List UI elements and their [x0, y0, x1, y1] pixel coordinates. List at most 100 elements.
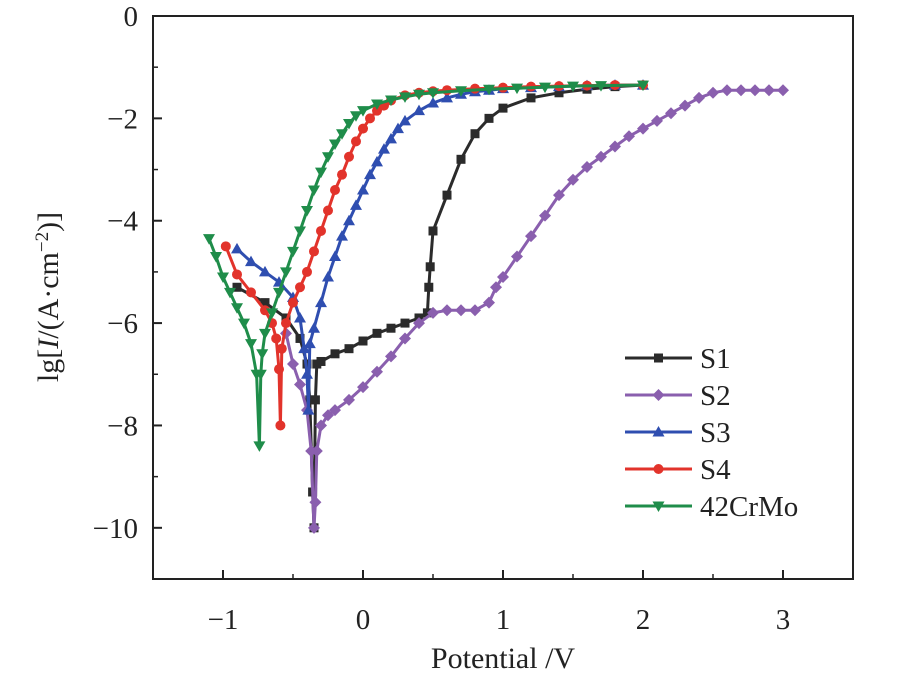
data-point-42crmo [301, 205, 313, 217]
data-point-s1 [316, 356, 326, 366]
data-point-s2 [525, 230, 537, 243]
data-point-s1 [425, 262, 435, 272]
data-point-s2 [427, 306, 439, 319]
legend-swatch-marker [652, 501, 665, 512]
data-point-s1 [358, 336, 368, 346]
data-point-s1 [456, 154, 466, 164]
data-point-42crmo [539, 82, 551, 94]
legend-label: S2 [700, 380, 731, 412]
legend-item-s1: S1 [625, 343, 731, 375]
series-line-42crmo [207, 83, 644, 448]
y-tick-label: −8 [107, 410, 138, 442]
data-point-s1 [442, 190, 452, 200]
data-point-s2 [308, 521, 320, 534]
data-point-s2 [721, 84, 733, 97]
data-point-42crmo [595, 81, 607, 92]
data-point-42crmo [256, 349, 269, 360]
data-point-s4 [271, 333, 282, 344]
data-point-s4 [316, 225, 326, 236]
data-point-s1 [310, 395, 320, 405]
data-point-s3 [399, 114, 411, 126]
data-point-s3 [259, 265, 271, 277]
data-point-s2 [777, 84, 789, 97]
legend-swatch-marker [653, 464, 664, 474]
data-point-s1 [281, 313, 291, 323]
data-point-s3 [294, 311, 306, 323]
data-point-42crmo [322, 152, 334, 163]
data-point-s4 [323, 205, 333, 216]
data-point-s1 [400, 318, 410, 328]
y-axis [153, 15, 162, 580]
data-point-42crmo [637, 80, 649, 92]
data-point-42crmo [413, 89, 425, 101]
data-point-s3 [343, 214, 355, 226]
data-point-s2 [637, 122, 649, 135]
data-point-s1 [372, 328, 382, 338]
data-point-s2 [441, 304, 453, 317]
data-point-42crmo [224, 287, 236, 299]
data-point-s3 [302, 404, 315, 415]
data-point-s2 [413, 317, 425, 330]
series-s1 [232, 80, 648, 533]
y-tick-label: −2 [107, 103, 138, 135]
data-point-s3 [427, 97, 439, 108]
data-point-s1 [232, 282, 242, 292]
data-point-s2 [567, 173, 579, 186]
data-point-42crmo [511, 83, 523, 95]
legend-item-s2: S2 [625, 380, 731, 412]
data-point-s2 [749, 84, 761, 97]
data-point-s2 [287, 358, 299, 371]
y-axis-title: lg[I/(A·cm−2)] [32, 212, 65, 382]
data-point-s1 [498, 103, 508, 113]
data-point-s2 [581, 160, 593, 173]
legend-swatch-marker [652, 426, 665, 437]
data-point-s4 [344, 151, 354, 162]
data-point-s2 [693, 91, 705, 104]
data-point-42crmo [343, 118, 355, 130]
data-point-s4 [260, 305, 270, 316]
data-point-s4 [358, 123, 368, 134]
data-point-42crmo [217, 272, 229, 284]
data-point-s4 [246, 287, 256, 298]
data-point-42crmo [210, 252, 222, 263]
legend-item-42crmo: 42CrMo [625, 491, 798, 523]
data-point-42crmo [427, 88, 439, 99]
data-point-s3 [357, 184, 369, 195]
data-point-42crmo [245, 339, 257, 350]
x-tick-label: −1 [208, 604, 239, 636]
series-s2 [280, 84, 789, 534]
legend-swatch-marker [654, 353, 663, 363]
data-point-42crmo [259, 328, 271, 340]
data-point-s4 [365, 113, 375, 124]
data-point-s3 [303, 337, 316, 349]
data-point-s2 [679, 99, 691, 112]
data-point-s2 [309, 496, 322, 509]
x-tick-label: 3 [776, 604, 791, 636]
data-point-s4 [232, 269, 242, 280]
legend-label: S4 [700, 454, 731, 486]
y-tick-label: −4 [107, 206, 138, 238]
legend-label: S1 [700, 343, 731, 375]
data-point-s1 [330, 349, 340, 359]
y-axis-title-middle: /(A·cm [32, 252, 65, 339]
y-axis-title-suffix: )] [32, 212, 65, 232]
svg-text:lg[I/(A·cm−2)]: lg[I/(A·cm−2)] [32, 212, 65, 382]
data-point-s4 [276, 343, 287, 354]
data-point-42crmo [385, 95, 397, 106]
y-tick-labels: 0 −2 −4 −6 −8 −10 [93, 1, 139, 545]
series-line-s1 [236, 83, 644, 530]
data-point-s2 [490, 281, 502, 294]
data-point-s4 [351, 136, 361, 147]
data-point-s4 [309, 246, 319, 257]
data-point-s3 [301, 368, 313, 379]
data-point-s3 [392, 122, 404, 134]
data-point-s3 [322, 271, 334, 282]
data-point-s2 [651, 114, 663, 127]
data-point-42crmo [203, 234, 215, 245]
data-point-s3 [413, 104, 425, 116]
data-point-s3 [315, 296, 327, 308]
y-tick-label: 0 [124, 1, 139, 33]
data-point-s1 [295, 333, 305, 343]
data-point-42crmo [253, 441, 266, 452]
data-point-s4 [275, 420, 286, 431]
